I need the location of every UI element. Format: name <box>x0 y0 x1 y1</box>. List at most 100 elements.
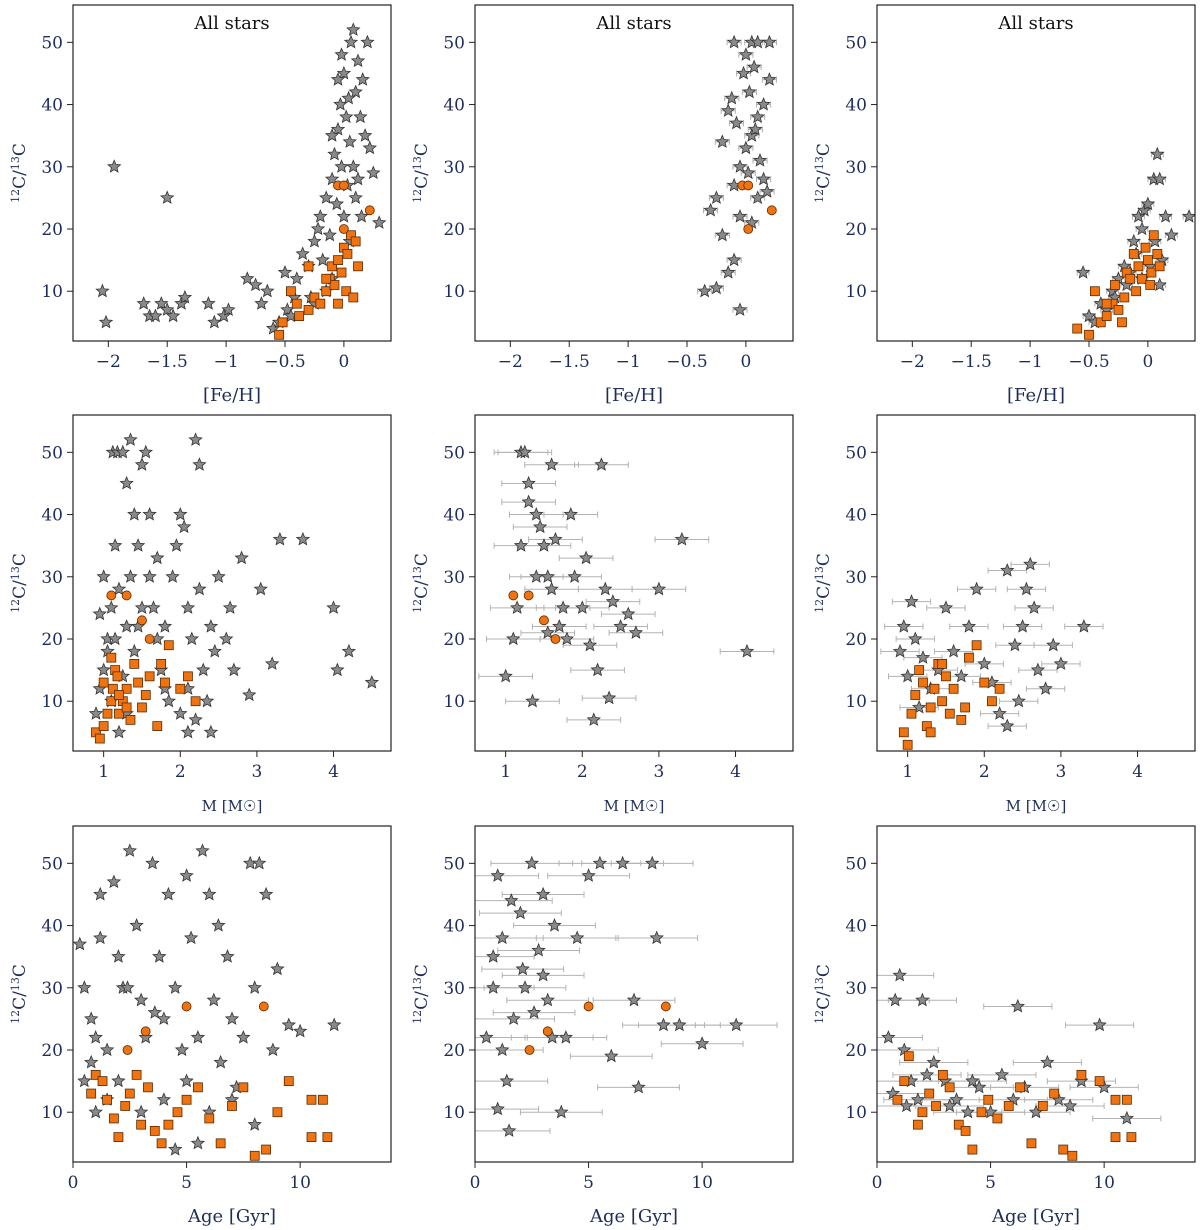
square-marker <box>306 1132 317 1143</box>
star-marker <box>177 289 193 304</box>
data-layer <box>880 556 1104 750</box>
star-marker <box>582 637 598 652</box>
star-marker <box>95 283 110 298</box>
star-marker <box>364 675 379 689</box>
square-marker <box>114 708 124 719</box>
x-tick-label: −2 <box>96 352 121 372</box>
star-marker <box>521 494 536 509</box>
star-marker <box>756 97 771 111</box>
square-marker <box>291 298 302 309</box>
star-marker <box>762 72 777 86</box>
star-marker <box>315 252 330 267</box>
star-marker <box>525 693 540 708</box>
star-marker <box>703 202 718 217</box>
star-marker <box>248 277 263 292</box>
star-marker <box>1092 1017 1107 1032</box>
star-marker <box>224 1011 240 1025</box>
y-tick-label: 10 <box>443 692 465 712</box>
star-marker <box>672 1017 687 1032</box>
star-marker <box>111 949 126 963</box>
square-marker <box>106 652 117 663</box>
star-marker <box>123 432 138 446</box>
star-marker <box>1152 171 1167 186</box>
star-marker <box>598 581 613 596</box>
star-marker <box>1046 637 1061 652</box>
star-marker <box>173 706 188 720</box>
y-tick-label: 50 <box>41 33 63 53</box>
star-marker <box>1164 227 1179 242</box>
y-axis-label: 12C/13C <box>813 964 834 1024</box>
square-marker <box>204 1113 215 1124</box>
star-marker <box>207 643 222 658</box>
square-marker <box>140 690 151 700</box>
star-marker <box>697 283 712 298</box>
star-marker <box>1075 265 1091 279</box>
star-marker <box>759 184 775 198</box>
y-tick-label: 30 <box>41 158 63 178</box>
square-marker <box>902 739 913 750</box>
star-marker <box>736 65 751 80</box>
star-marker <box>133 992 149 1007</box>
square-marker <box>149 1125 160 1136</box>
star-marker <box>578 550 594 565</box>
x-axis-label: [Fe/H] <box>605 385 663 406</box>
star-marker <box>138 444 154 459</box>
star-marker <box>729 1017 744 1032</box>
x-tick-label: 10 <box>289 1173 311 1193</box>
star-marker <box>334 47 349 61</box>
panel-title: All stars <box>595 13 671 34</box>
star-marker <box>739 643 755 658</box>
square-marker <box>163 1119 174 1130</box>
y-tick-label: 30 <box>845 979 867 999</box>
star-marker <box>160 190 175 204</box>
square-marker <box>976 1107 987 1118</box>
star-marker <box>1140 196 1156 211</box>
star-marker <box>709 190 724 204</box>
star-marker <box>176 519 192 534</box>
square-marker <box>303 304 314 315</box>
star-marker <box>631 1079 646 1094</box>
x-axis-label: [Fe/H] <box>1007 385 1065 406</box>
star-marker <box>961 619 977 633</box>
y-tick-label: 30 <box>443 158 465 178</box>
x-tick-label: 0 <box>338 352 349 372</box>
star-marker <box>73 936 88 951</box>
y-axis-label: 12C/13C <box>411 964 432 1024</box>
star-marker <box>115 444 131 459</box>
y-tick-label: 50 <box>845 443 867 463</box>
square-marker <box>106 696 117 707</box>
y-tick-label: 40 <box>443 96 465 116</box>
star-marker <box>319 190 334 204</box>
square-marker <box>249 1150 260 1161</box>
star-marker <box>726 252 742 267</box>
x-tick-label: 1 <box>98 762 109 782</box>
star-marker <box>343 34 359 49</box>
star-marker <box>165 569 180 583</box>
circle-marker <box>364 205 375 216</box>
square-marker <box>183 671 193 682</box>
square-marker <box>125 714 136 725</box>
star-marker <box>270 961 285 976</box>
square-marker <box>1101 298 1112 309</box>
star-marker <box>307 233 322 248</box>
data-layer <box>95 22 387 340</box>
star-marker <box>362 140 377 155</box>
y-tick-label: 50 <box>845 33 867 53</box>
star-marker <box>1053 656 1069 670</box>
star-marker <box>88 706 104 720</box>
star-marker <box>173 507 188 521</box>
star-marker <box>211 569 226 583</box>
star-marker <box>220 949 235 963</box>
circle-marker <box>550 634 561 644</box>
star-marker <box>554 1104 569 1119</box>
circle-marker <box>258 1001 269 1012</box>
panel-2-0: 10 20 30 40 50 0 5 10 Age [Gyr] 12C/13C <box>9 825 392 1227</box>
star-marker <box>709 280 724 295</box>
square-marker <box>917 1107 928 1118</box>
star-marker <box>295 531 311 546</box>
y-tick-label: 40 <box>41 506 63 526</box>
star-marker <box>715 227 730 242</box>
square-marker <box>336 267 347 278</box>
star-marker <box>729 115 744 130</box>
